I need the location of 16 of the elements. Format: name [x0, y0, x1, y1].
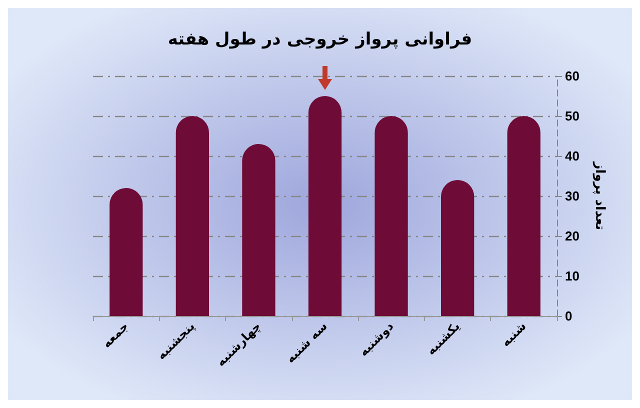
x-tick-label: دوشنبه: [356, 319, 396, 359]
y-tick-label: 50: [565, 108, 580, 124]
y-tick-label: 60: [565, 68, 580, 84]
chart-title: فراوانی پرواز خروجی در طول هفته: [168, 30, 472, 50]
y-tick-label: 20: [565, 228, 580, 244]
y-tick-label: 0: [565, 308, 572, 324]
y-axis-title: تعداد پرواز: [592, 160, 607, 230]
y-tick-label: 30: [565, 188, 580, 204]
x-tick-label: جمعه: [99, 319, 132, 351]
y-tick-label: 40: [565, 148, 580, 164]
x-tick-label: چهارشنبه: [214, 319, 264, 370]
x-tick-label: یکشنبه: [424, 319, 463, 358]
x-tick-label: سه شنبه: [283, 319, 330, 366]
x-tick-label: شنبه: [498, 319, 529, 350]
y-tick-label: 10: [565, 268, 580, 284]
x-tick-label: پنجشنبه: [154, 319, 198, 362]
